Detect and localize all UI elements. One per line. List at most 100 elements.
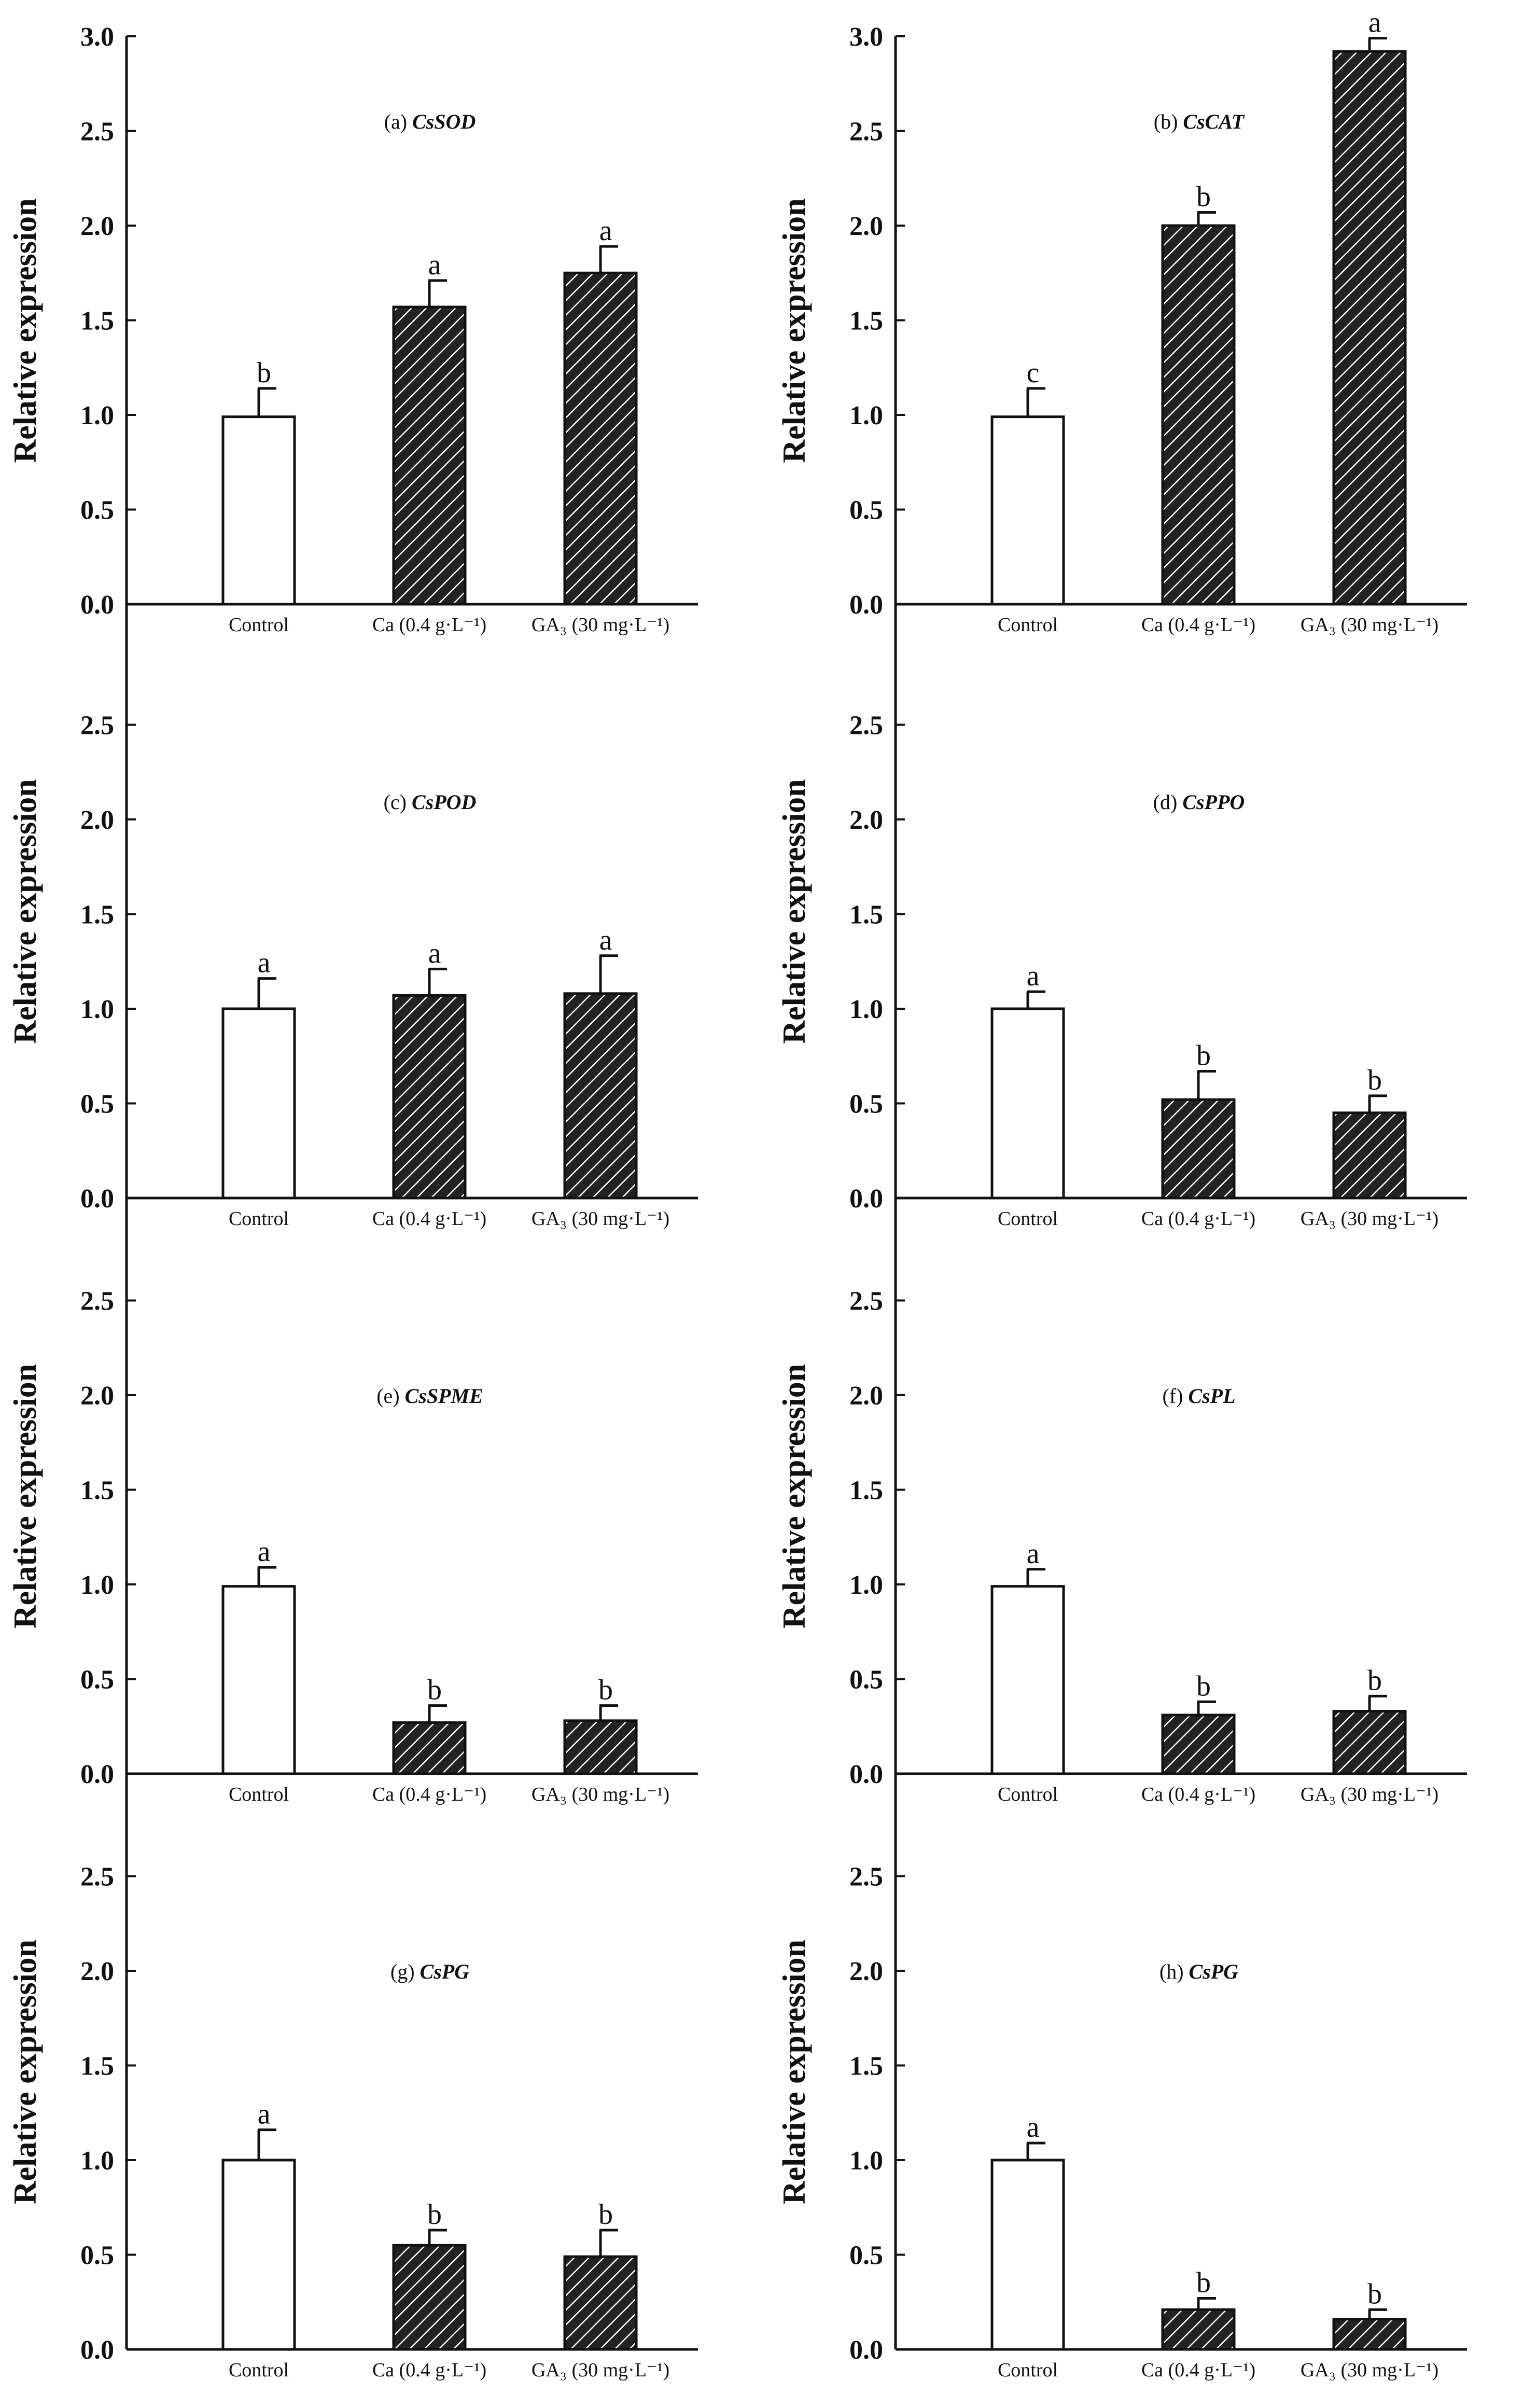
y-axis-label: Relative expression: [777, 198, 812, 463]
bar-e-2: [563, 1719, 638, 1775]
bar-g-1: [392, 2244, 467, 2351]
x-category-label: GA₃ (30 mg·L⁻¹): [532, 1784, 669, 1805]
y-tick-label: 0.0: [80, 1184, 114, 1214]
panel-b: 0.0 0.5 1.0 1.5 2.0 2.5 3.0 Relative expression…: [777, 7, 1467, 636]
y-tick-label: 2.0: [849, 212, 883, 241]
y-tick-label: 0.0: [80, 2335, 114, 2365]
panel-title: (f) CsPL: [1162, 1384, 1235, 1408]
y-tick-label: 0.5: [80, 496, 114, 525]
y-tick-label: 2.0: [80, 805, 114, 835]
significance-letter: b: [1196, 2266, 1211, 2299]
y-tick-label: 2.5: [80, 711, 114, 741]
significance-letter: b: [598, 1674, 613, 1706]
panel-title-gene: CsCAT: [1183, 110, 1245, 133]
significance-letter: a: [599, 924, 612, 956]
y-tick-label: 0.0: [849, 2335, 883, 2365]
x-category-label: GA₃ (30 mg·L⁻¹): [1301, 614, 1438, 636]
y-tick-label: 1.5: [80, 2052, 114, 2081]
y-tick-label: 0.5: [849, 496, 883, 525]
x-category-label: GA₃ (30 mg·L⁻¹): [1301, 1784, 1438, 1805]
panel-title-gene: CsSPME: [405, 1384, 483, 1408]
y-tick-label: 1.5: [80, 900, 114, 930]
x-category-label: Ca (0.4 g·L⁻¹): [1141, 1208, 1255, 1230]
x-category-label: Ca (0.4 g·L⁻¹): [1141, 1784, 1255, 1805]
y-tick-label: 0.0: [849, 1760, 883, 1789]
y-tick-label: 2.5: [80, 117, 114, 147]
significance-letter: a: [428, 937, 441, 969]
bar-h-0: [990, 2159, 1065, 2351]
bar-g-0: [221, 2159, 296, 2351]
panel-title: (e) CsSPME: [376, 1384, 483, 1408]
bar-d-0: [990, 1007, 1065, 1200]
significance-letter: b: [427, 2198, 442, 2231]
x-category-label: GA₃ (30 mg·L⁻¹): [532, 2359, 669, 2381]
x-category-label: Control: [998, 1784, 1058, 1805]
x-category-label: GA₃ (30 mg·L⁻¹): [532, 614, 669, 636]
significance-letter: b: [1367, 1064, 1382, 1096]
significance-letter: a: [599, 215, 612, 247]
y-tick-label: 0.5: [849, 2241, 883, 2271]
bar-f-0: [990, 1585, 1065, 1775]
y-axis-label: Relative expression: [8, 1940, 43, 2204]
y-tick-label: 2.5: [849, 117, 883, 147]
panel-title-prefix: (e): [376, 1384, 404, 1408]
x-category-label: Ca (0.4 g·L⁻¹): [372, 2359, 486, 2381]
panel-a: 0.0 0.5 1.0 1.5 2.0 2.5 3.0 Relative expression…: [8, 22, 698, 636]
y-tick-label: 0.0: [849, 590, 883, 620]
y-tick-label: 1.0: [849, 2146, 883, 2176]
bar-b-1: [1161, 224, 1236, 606]
panel-title-prefix: (c): [384, 790, 412, 814]
significance-letter: b: [427, 1674, 442, 1706]
x-category-label: Control: [229, 1784, 289, 1805]
bar-c-2: [563, 992, 638, 1200]
panel-title-prefix: (f): [1162, 1384, 1188, 1408]
bar-a-2: [563, 271, 638, 606]
bar-a-1: [392, 305, 467, 606]
significance-letter: a: [1027, 2111, 1040, 2143]
significance-letter: b: [257, 357, 271, 389]
y-tick-label: 3.0: [849, 22, 883, 52]
x-category-label: Control: [229, 2359, 289, 2381]
significance-letter: a: [1027, 1538, 1040, 1570]
x-category-label: Ca (0.4 g·L⁻¹): [372, 1208, 486, 1230]
bar-g-2: [563, 2255, 638, 2351]
panel-h: 0.0 0.5 1.0 1.5 2.0 2.5 Relative expression (h)…: [777, 1774, 1467, 2381]
panel-title-gene: CsPOD: [412, 790, 476, 814]
y-tick-label: 0.0: [849, 1184, 883, 1214]
x-category-label: Control: [229, 614, 289, 636]
significance-letter: b: [1196, 1039, 1211, 1071]
panel-f: 0.0 0.5 1.0 1.5 2.0 2.5 Relative expression (f)…: [777, 1198, 1467, 1805]
y-tick-label: 2.5: [849, 1862, 883, 1892]
significance-letter: a: [258, 2098, 271, 2131]
y-axis-label: Relative expression: [8, 1364, 43, 1628]
panel-title-prefix: (h): [1159, 1960, 1189, 1983]
significance-letter: b: [1367, 1664, 1382, 1696]
bar-h-1: [1161, 2308, 1236, 2351]
significance-letter: a: [428, 249, 441, 281]
x-category-label: Ca (0.4 g·L⁻¹): [1141, 2359, 1255, 2381]
significance-letter: c: [1027, 357, 1040, 389]
y-tick-label: 2.5: [849, 1287, 883, 1316]
y-tick-label: 0.5: [849, 1090, 883, 1119]
panel-title-gene: CsPL: [1188, 1384, 1235, 1408]
y-tick-label: 0.5: [80, 1665, 114, 1695]
panel-d: 0.0 0.5 1.0 1.5 2.0 2.5 Relative expression (d)…: [777, 604, 1467, 1230]
significance-letter: a: [258, 947, 271, 979]
panel-title: (d) CsPPO: [1153, 790, 1245, 814]
y-tick-label: 0.5: [80, 1090, 114, 1119]
y-tick-label: 2.0: [80, 212, 114, 241]
bar-c-1: [392, 994, 467, 1200]
panel-title-gene: CsPPO: [1182, 790, 1245, 814]
x-category-label: GA₃ (30 mg·L⁻¹): [1301, 2359, 1438, 2381]
panel-title-gene: CsPG: [420, 1960, 470, 1983]
significance-letter: a: [1368, 7, 1381, 39]
y-tick-label: 1.5: [849, 900, 883, 930]
y-tick-label: 2.0: [849, 1381, 883, 1411]
bar-c-0: [221, 1007, 296, 1200]
y-tick-label: 2.5: [849, 711, 883, 741]
x-category-label: GA₃ (30 mg·L⁻¹): [1301, 1208, 1438, 1230]
panel-title: (a) CsSOD: [384, 110, 476, 133]
y-tick-label: 0.5: [849, 1665, 883, 1695]
y-tick-label: 1.0: [80, 1570, 114, 1600]
